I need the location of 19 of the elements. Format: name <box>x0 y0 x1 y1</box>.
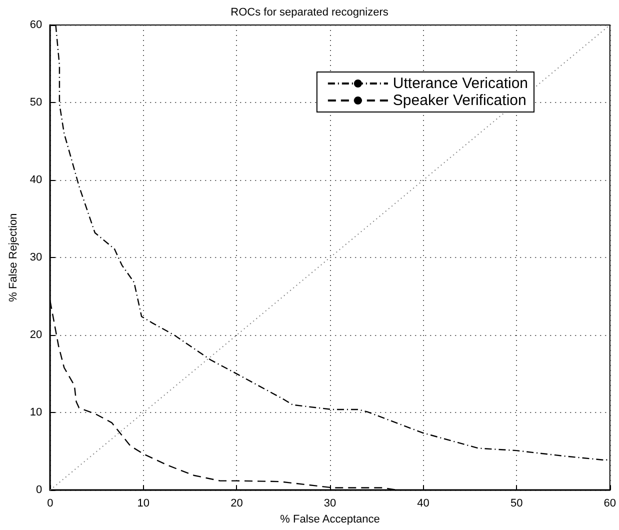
x-tick-label: 30 <box>324 498 336 510</box>
x-tick-label: 50 <box>510 498 523 510</box>
x-tick-label: 40 <box>417 498 430 510</box>
y-tick-label: 60 <box>30 19 42 31</box>
y-tick-label: 40 <box>30 174 42 186</box>
y-tick-label: 20 <box>30 329 42 342</box>
y-tick-label: 50 <box>30 96 42 109</box>
y-tick-label: 10 <box>30 406 42 419</box>
y-axis-title: % False Rejection <box>8 213 20 302</box>
x-tick-label: 20 <box>230 498 243 510</box>
x-tick-label: 10 <box>137 498 150 510</box>
y-tick-label: 30 <box>30 252 42 264</box>
legend-label: Speaker Verification <box>392 92 526 109</box>
legend-label: Utterance Verication <box>392 75 528 92</box>
chart-title: ROCs for separated recognizers <box>230 6 389 18</box>
x-tick-label: 0 <box>47 498 54 510</box>
x-axis-title: % False Acceptance <box>280 514 380 526</box>
x-tick-label: 60 <box>604 498 616 510</box>
y-tick-label: 0 <box>36 484 42 496</box>
